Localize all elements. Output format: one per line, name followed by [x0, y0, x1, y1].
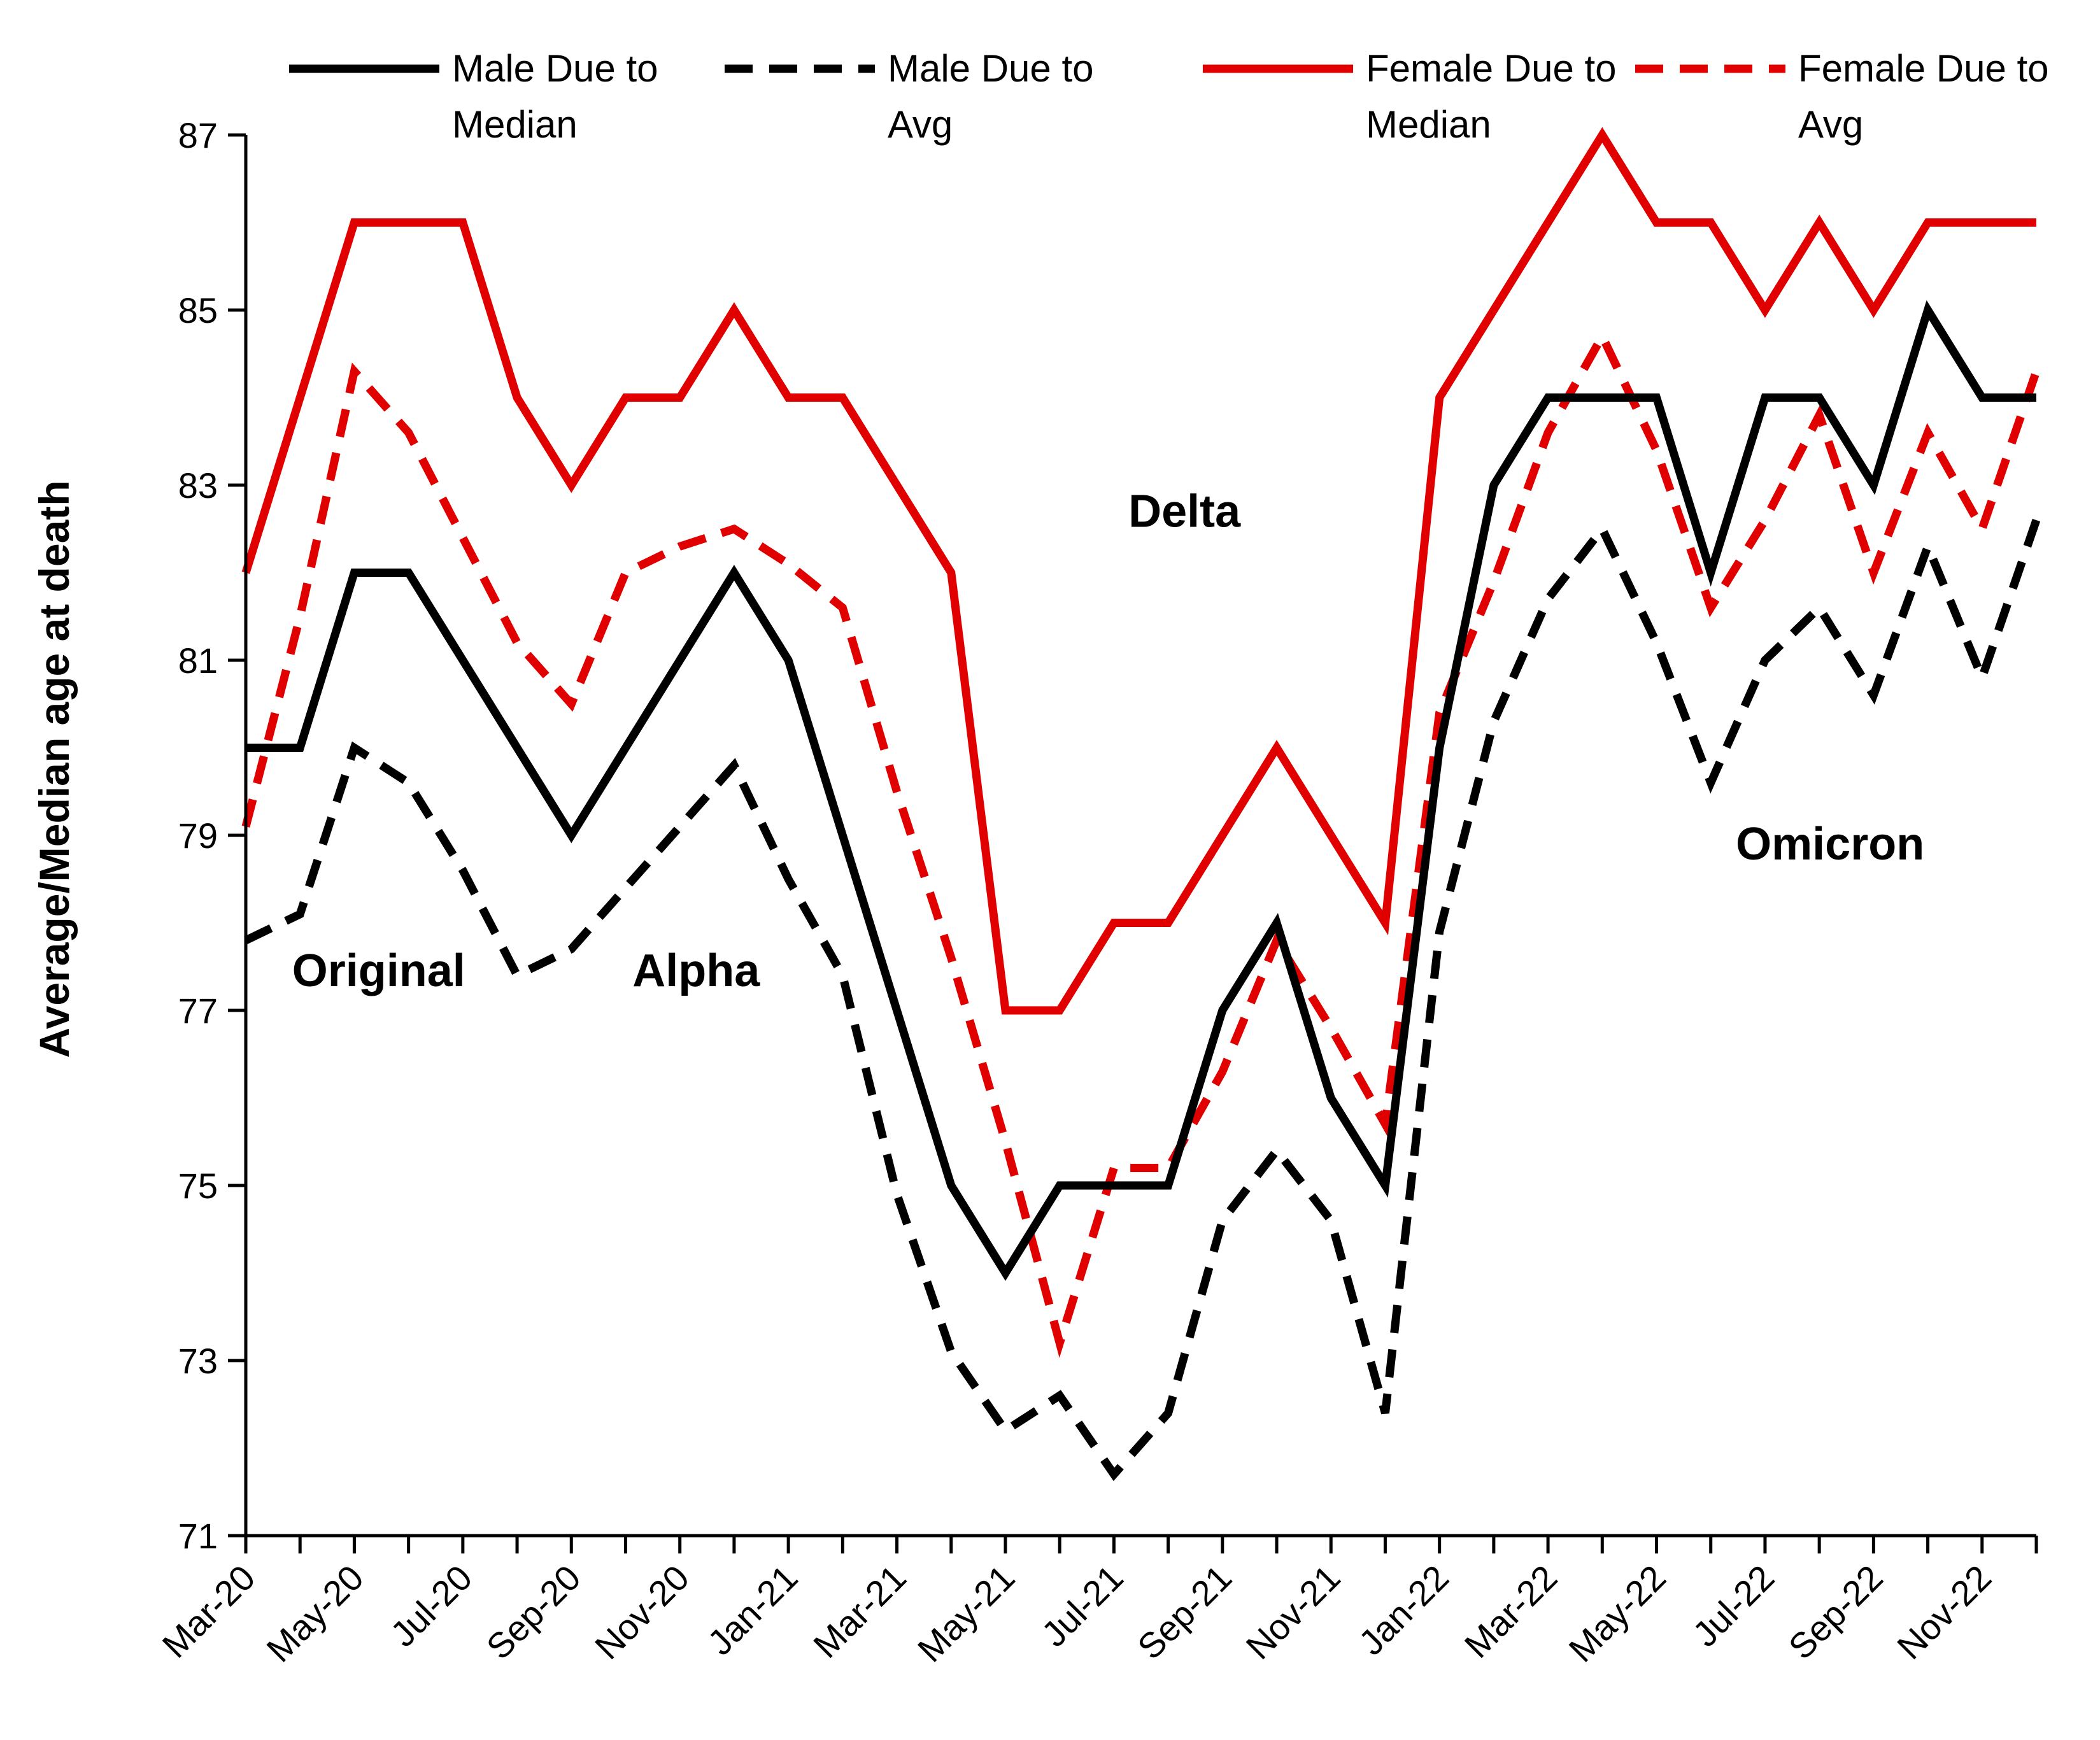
- x-tick-label: May-22: [1561, 1557, 1673, 1670]
- x-tick-label: Jan-22: [1351, 1557, 1457, 1663]
- x-tick-label: May-20: [259, 1557, 371, 1670]
- x-tick-label: Jan-21: [700, 1557, 805, 1663]
- annotation-delta: Delta: [1128, 486, 1241, 537]
- x-tick-label: Jul-22: [1685, 1557, 1782, 1654]
- legend: Male Due to Median Male Due to Avg Female Du…: [289, 47, 2049, 146]
- y-tick-label: 77: [178, 991, 218, 1031]
- x-tick-label: Sep-20: [479, 1557, 588, 1667]
- annotation-original: Original: [292, 945, 465, 996]
- y-tick-label: 79: [178, 816, 218, 856]
- series-line-female-due-to-median: [241, 127, 2036, 1015]
- series-layer: [241, 127, 2041, 1482]
- x-tick-label: Sep-21: [1130, 1557, 1239, 1667]
- x-tick-label: Mar-20: [155, 1557, 263, 1666]
- y-tick-label: 75: [178, 1166, 218, 1206]
- x-tick-label: Sep-22: [1781, 1557, 1891, 1667]
- y-axis-title: Average/Median age at death: [31, 480, 78, 1057]
- x-tick-label: Mar-21: [805, 1557, 914, 1666]
- x-tick-label: Nov-22: [1889, 1557, 1999, 1667]
- annotation-omicron: Omicron: [1736, 819, 1924, 870]
- x-tick-label: Mar-22: [1457, 1557, 1565, 1666]
- legend-label: Male Due to Median: [452, 47, 658, 146]
- y-tick-label: 73: [178, 1341, 218, 1381]
- legend-label: Female Due to Median: [1366, 47, 1617, 146]
- legend-label: Male Due to Avg: [888, 47, 1094, 146]
- y-tick-label: 87: [178, 115, 218, 155]
- annotation-alpha: Alpha: [632, 945, 760, 996]
- legend-label: Female Due to Avg: [1798, 47, 2049, 146]
- series-line-male-due-to-avg: [244, 518, 2041, 1482]
- y-tick-label: 83: [178, 465, 218, 506]
- x-tick-label: May-21: [910, 1557, 1023, 1670]
- annotations: Original Alpha Delta Omicron: [292, 486, 1924, 996]
- x-tick-label: Nov-20: [587, 1557, 697, 1667]
- y-tick-label: 85: [178, 290, 218, 330]
- y-tick-label: 81: [178, 640, 218, 681]
- x-tick-label: Nov-21: [1238, 1557, 1348, 1667]
- series-line-female-due-to-avg: [241, 327, 2041, 1358]
- series-line-male-due-to-median: [246, 300, 2036, 1281]
- y-tick-label: 71: [178, 1516, 218, 1556]
- x-tick-label: Jul-21: [1033, 1557, 1130, 1654]
- x-tick-label: Jul-20: [383, 1557, 479, 1654]
